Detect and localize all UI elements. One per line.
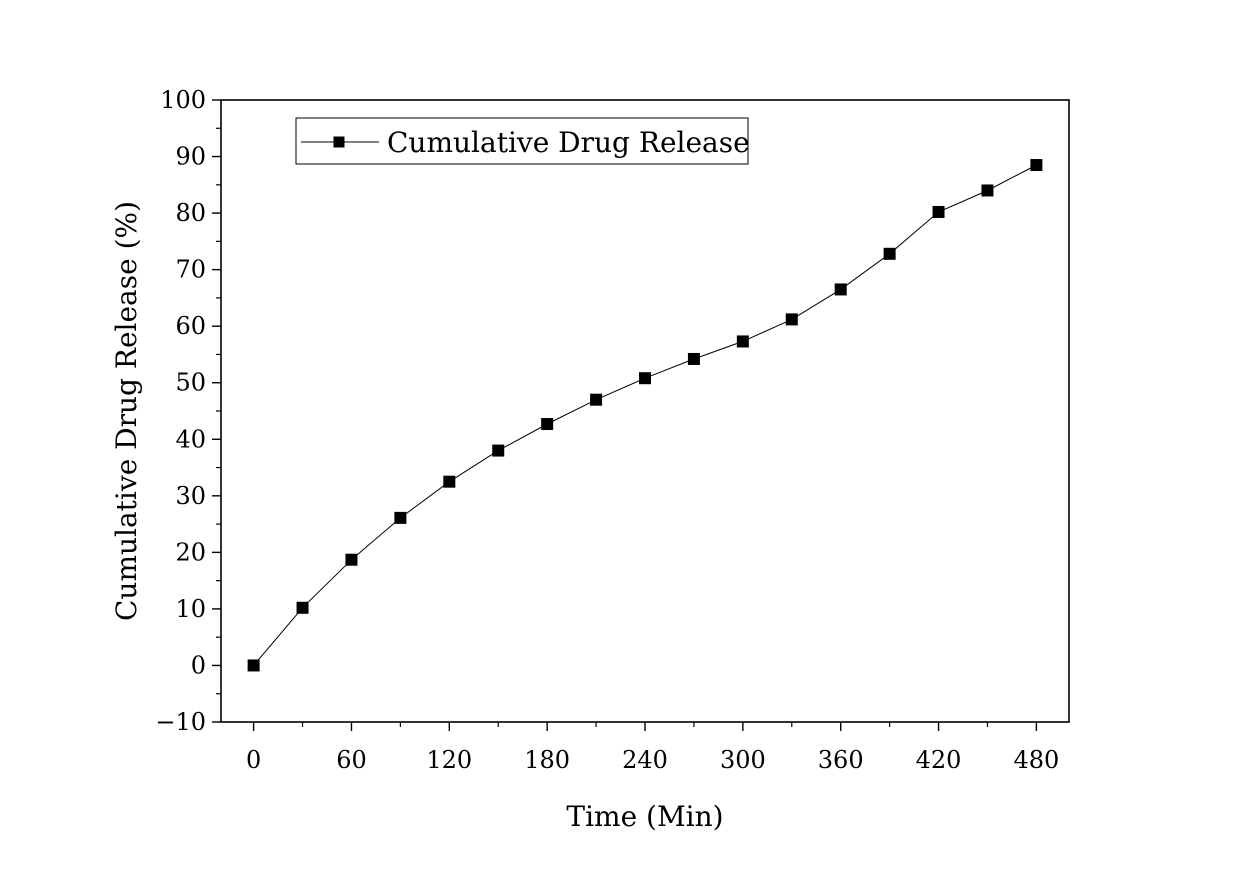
y-tick-label: 100 xyxy=(160,86,206,114)
y-tick-label: 20 xyxy=(175,538,206,566)
y-tick-label: −10 xyxy=(155,708,206,736)
data-point xyxy=(247,659,260,672)
data-point xyxy=(639,372,651,385)
x-tick-label: 180 xyxy=(524,746,570,774)
y-tick-label: 80 xyxy=(175,199,206,227)
data-point xyxy=(834,283,847,296)
data-point xyxy=(394,511,407,524)
data-point xyxy=(590,393,603,406)
y-tick-label: 40 xyxy=(175,425,206,453)
y-tick-label: 10 xyxy=(175,595,206,623)
x-axis-title: Time (Min) xyxy=(566,800,723,833)
data-point xyxy=(345,553,358,566)
y-tick-label: 60 xyxy=(175,312,206,340)
data-point xyxy=(1030,159,1043,172)
legend-box xyxy=(295,117,749,165)
plot-frame xyxy=(220,99,1070,723)
y-axis-title: Cumulative Drug Release (%) xyxy=(110,201,143,621)
y-tick-label: 90 xyxy=(175,143,206,171)
series-layer xyxy=(247,159,1043,672)
x-tick-label: 60 xyxy=(336,746,367,774)
x-tick-label: 480 xyxy=(1013,746,1059,774)
data-point xyxy=(296,601,309,614)
legend-marker-square xyxy=(333,136,345,148)
x-tick-label: 420 xyxy=(916,746,962,774)
axis-ticks: 0 60 120 180 240 300 360 420 480 −10 0 10 20 30 40 50 60… xyxy=(155,86,1059,774)
data-point xyxy=(932,205,945,218)
x-tick-label: 120 xyxy=(426,746,472,774)
data-point xyxy=(492,444,505,457)
data-point xyxy=(883,247,896,260)
data-point xyxy=(736,335,749,348)
data-point xyxy=(981,184,994,197)
x-tick-label: 360 xyxy=(818,746,864,774)
y-tick-label: 70 xyxy=(175,256,206,284)
x-tick-label: 300 xyxy=(720,746,766,774)
y-tick-label: 50 xyxy=(175,369,206,397)
data-point xyxy=(687,352,700,365)
data-point xyxy=(541,418,554,431)
legend-series-label: Cumulative Drug Release xyxy=(387,126,750,159)
data-point xyxy=(443,475,456,488)
series-line xyxy=(253,164,1037,666)
y-tick-label: 0 xyxy=(191,651,206,679)
data-point xyxy=(785,313,798,326)
legend: Cumulative Drug Release xyxy=(295,117,750,165)
x-tick-label: 240 xyxy=(622,746,668,774)
y-tick-label: 30 xyxy=(175,482,206,510)
x-tick-label: 0 xyxy=(246,746,261,774)
